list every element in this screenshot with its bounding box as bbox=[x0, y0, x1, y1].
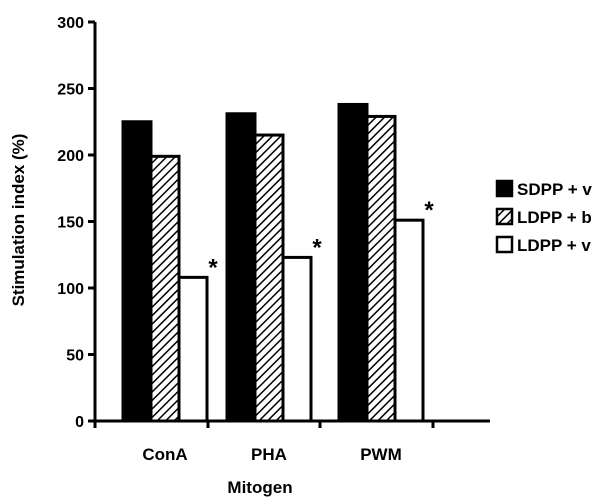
legend-label: LDPP + v bbox=[517, 236, 591, 255]
bar-sdpp-v-cona bbox=[121, 120, 153, 423]
y-tick-label: 100 bbox=[57, 281, 84, 298]
x-tick-label: ConA bbox=[142, 445, 187, 464]
x-axis-label: Mitogen bbox=[227, 478, 292, 497]
legend-label: LDPP + b bbox=[517, 208, 592, 227]
significance-marker: * bbox=[424, 197, 434, 224]
legend: SDPP + v LDPP + b LDPP + v bbox=[495, 179, 592, 255]
bar-ldpp-v-pha bbox=[281, 255, 313, 423]
significance-marker: * bbox=[312, 234, 322, 261]
x-tick-label: PHA bbox=[251, 445, 287, 464]
legend-swatch bbox=[495, 235, 514, 254]
y-tick-label: 50 bbox=[66, 348, 84, 365]
significance-marker: * bbox=[208, 254, 218, 281]
y-tick-label: 300 bbox=[57, 15, 84, 32]
y-axis-label: Stimulation index (%) bbox=[9, 134, 28, 307]
x-tick-label: PWM bbox=[360, 445, 402, 464]
bar-ldpp-v-pwm bbox=[393, 218, 425, 423]
y-tick-label: 200 bbox=[57, 148, 84, 165]
bar-sdpp-v-pha bbox=[225, 112, 257, 423]
y-tick-label: 250 bbox=[57, 82, 84, 99]
bar-ldpp-b-pha bbox=[253, 133, 285, 423]
y-tick-label: 150 bbox=[57, 215, 84, 232]
bar-ldpp-v-cona bbox=[177, 275, 209, 423]
bar-ldpp-b-pwm bbox=[365, 114, 397, 423]
plot-area: 0 50 100 150 200 250 300 ConA PHA PWM * * * bbox=[57, 15, 490, 464]
y-tick-label: 0 bbox=[75, 414, 84, 431]
bar-sdpp-v-pwm bbox=[337, 102, 369, 423]
bar-ldpp-b-cona bbox=[149, 154, 181, 423]
legend-label: SDPP + v bbox=[517, 180, 592, 199]
legend-swatch bbox=[495, 179, 514, 198]
legend-swatch bbox=[495, 207, 514, 226]
